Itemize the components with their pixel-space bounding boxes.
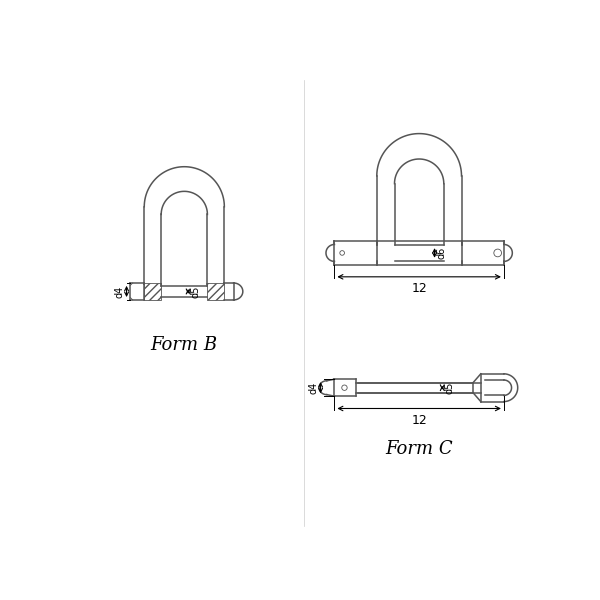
Circle shape (342, 385, 347, 391)
Text: 12: 12 (411, 414, 427, 427)
Bar (208, 283, 224, 300)
Bar (144, 283, 161, 300)
Text: Form B: Form B (151, 337, 218, 355)
Circle shape (340, 251, 344, 255)
Text: Form C: Form C (385, 440, 453, 458)
Text: d4: d4 (114, 286, 124, 298)
Circle shape (494, 249, 502, 257)
Text: d6: d6 (437, 247, 447, 259)
Text: d4: d4 (308, 382, 318, 394)
Text: 12: 12 (411, 282, 427, 295)
Text: d5: d5 (445, 382, 455, 394)
Text: d5: d5 (190, 285, 200, 298)
